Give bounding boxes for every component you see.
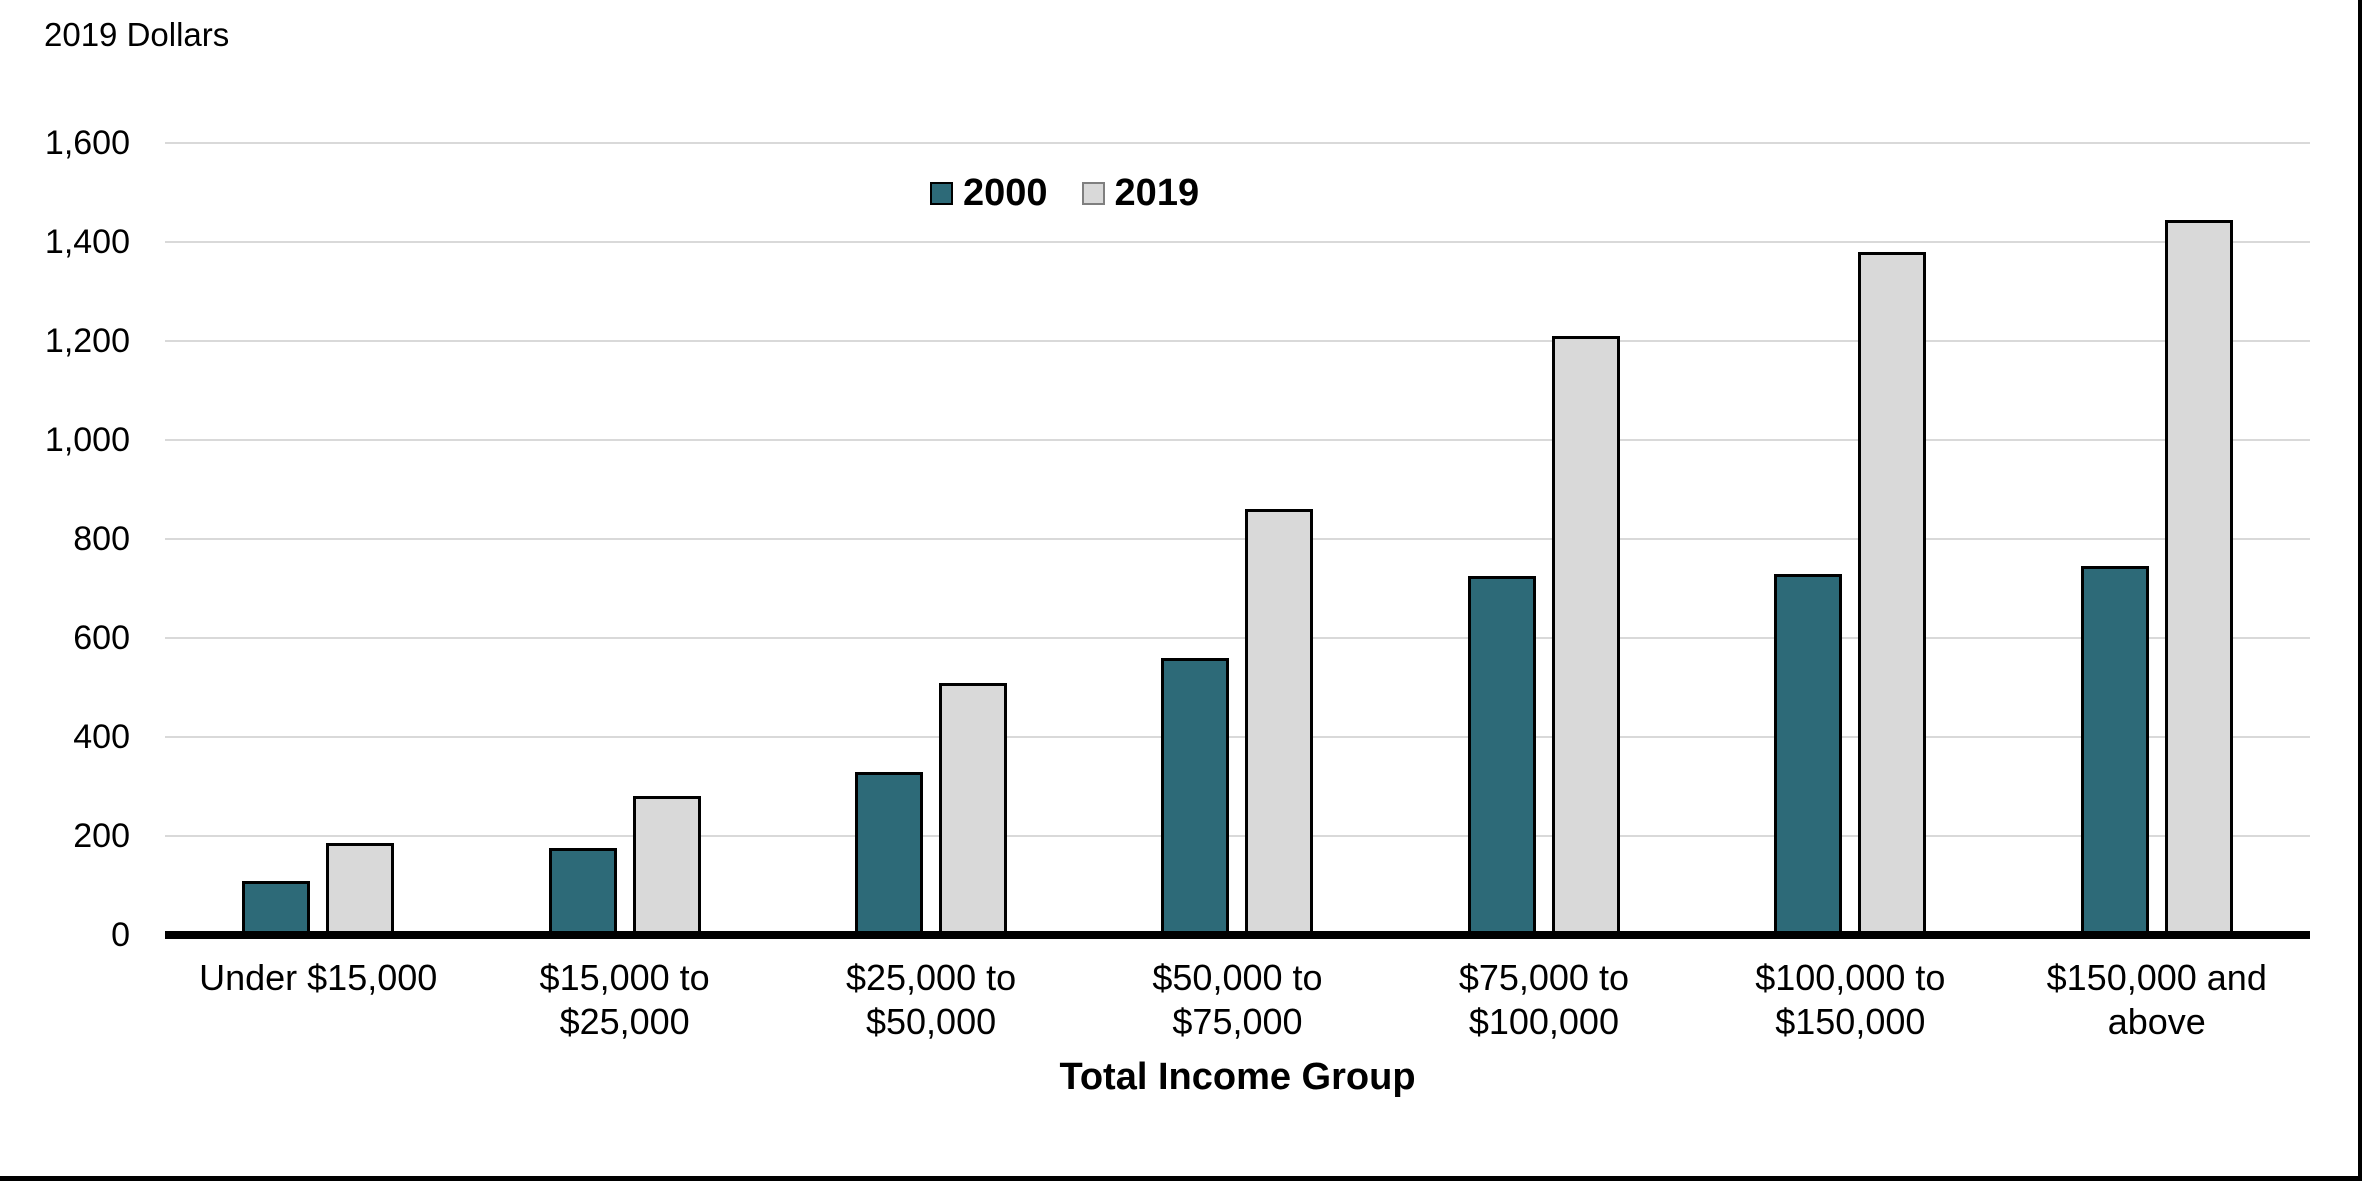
y-tick-label: 0 xyxy=(111,916,130,954)
bar-group xyxy=(2004,143,2310,935)
legend-swatch-2000 xyxy=(930,181,953,205)
bar-2000 xyxy=(2080,566,2149,935)
grid-line xyxy=(165,835,2310,837)
y-tick-label: 400 xyxy=(73,718,130,756)
bar-2000 xyxy=(855,771,924,935)
bar-2019 xyxy=(1551,336,1620,935)
x-tick-label: Under $15,000 xyxy=(199,957,438,998)
legend-label-2000: 2000 xyxy=(963,171,1048,214)
y-tick-label: 200 xyxy=(73,817,130,855)
bar-2000 xyxy=(1467,576,1536,935)
x-axis-tick-labels: Under $15,000 $15,000 to $25,000 $25,000 t… xyxy=(165,956,2310,1044)
bar-2000 xyxy=(1161,657,1230,935)
plot-area xyxy=(165,142,2310,939)
grid-line xyxy=(165,241,2310,243)
legend-swatch-2019 xyxy=(1081,181,1105,205)
bar-group xyxy=(778,143,1084,935)
grid-line xyxy=(165,340,2310,342)
x-axis-line xyxy=(165,931,2310,939)
y-axis-tick-labels: 0 200 400 600 800 1,000 1,200 1,400 1,600 xyxy=(0,124,130,954)
legend-item-2000: 2000 xyxy=(930,172,1048,215)
y-tick-label: 1,000 xyxy=(44,421,130,459)
bar-group xyxy=(165,143,471,935)
bar-group xyxy=(1697,143,2003,935)
x-tick-label: $25,000 to $50,000 xyxy=(845,957,1017,1042)
grid-line xyxy=(165,637,2310,639)
grid-line xyxy=(165,142,2310,144)
legend: 2000 2019 xyxy=(930,170,1199,216)
bar-2019 xyxy=(2164,219,2233,935)
grid-line xyxy=(165,439,2310,441)
bar-group xyxy=(1391,143,1697,935)
bar-2019 xyxy=(1858,251,1927,935)
bar-group xyxy=(471,143,777,935)
x-tick-label: $150,000 and above xyxy=(2046,957,2267,1042)
bar-2019 xyxy=(939,682,1008,935)
x-tick-label: $100,000 to $150,000 xyxy=(1755,957,1946,1042)
y-tick-label: 1,600 xyxy=(44,124,130,162)
y-axis-title: 2019 Dollars xyxy=(44,16,230,53)
y-tick-label: 1,200 xyxy=(44,322,130,360)
bar-group xyxy=(1084,143,1390,935)
legend-label-2019: 2019 xyxy=(1114,171,1200,214)
figure-right-border xyxy=(2358,0,2362,1181)
x-tick-label: $50,000 to $75,000 xyxy=(1152,957,1323,1042)
y-tick-label: 600 xyxy=(73,619,130,657)
figure-bottom-border xyxy=(0,1176,2362,1181)
grid-line xyxy=(165,736,2310,738)
x-axis-title: Total Income Group xyxy=(1059,1056,1416,1098)
bar-2019 xyxy=(326,843,395,935)
grid-line xyxy=(165,538,2310,540)
y-tick-label: 800 xyxy=(73,520,130,558)
bar-2000 xyxy=(242,880,311,935)
bar-2000 xyxy=(1774,573,1843,935)
bar-2019 xyxy=(1245,509,1314,935)
x-tick-label: $75,000 to $100,000 xyxy=(1458,957,1629,1042)
bar-2000 xyxy=(548,848,617,935)
y-tick-label: 1,400 xyxy=(44,223,130,261)
legend-item-2019: 2019 xyxy=(1081,171,1200,215)
bar-2019 xyxy=(632,796,701,935)
x-tick-label: $15,000 to $25,000 xyxy=(539,957,710,1042)
